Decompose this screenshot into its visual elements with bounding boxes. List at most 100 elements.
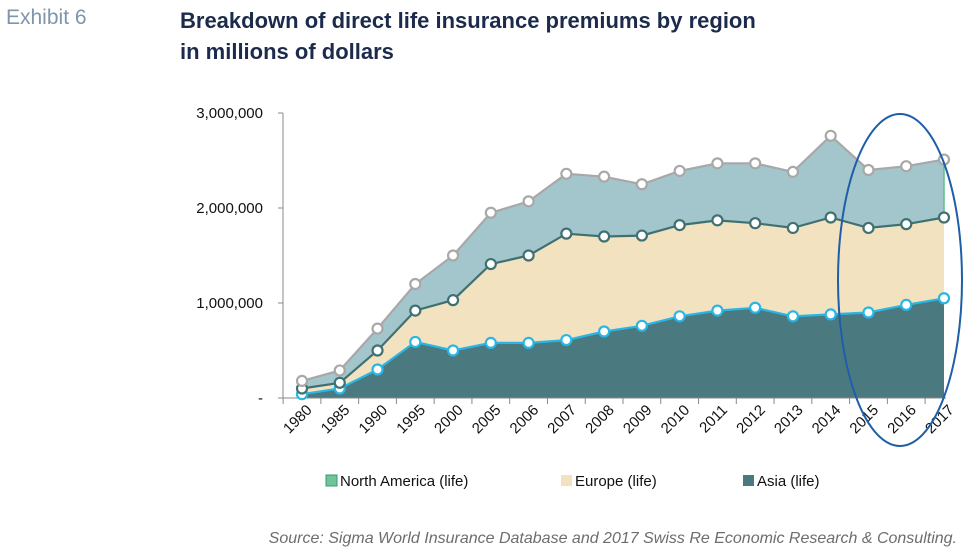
x-tick-label: 2007	[544, 402, 580, 438]
x-tick-label: 2009	[620, 402, 656, 438]
y-tick-label: 3,000,000	[196, 105, 263, 122]
data-point	[824, 308, 837, 321]
axes	[278, 112, 946, 404]
x-tick-label: 2012	[733, 402, 769, 438]
x-tick-label: 2000	[431, 402, 467, 438]
data-point	[711, 214, 724, 227]
data-point	[522, 336, 535, 349]
data-point	[786, 221, 800, 235]
data-point	[824, 129, 837, 142]
x-tick-label: 2015	[846, 402, 882, 438]
exhibit-label: Exhibit 6	[6, 6, 87, 29]
x-tick-label: 1980	[280, 402, 316, 438]
data-point	[786, 165, 800, 178]
data-point	[409, 277, 422, 291]
area-asia-life	[302, 298, 944, 398]
data-point	[900, 160, 913, 173]
data-point	[862, 163, 875, 177]
data-point	[560, 227, 573, 240]
area-europe-life	[302, 217, 944, 395]
data-point	[900, 218, 913, 231]
data-point	[598, 325, 611, 338]
data-point	[635, 229, 648, 242]
data-point	[635, 319, 648, 332]
data-point	[673, 310, 686, 323]
x-axis-labels: 1980 1985 1990 1995 2000 2005 2006 2007 2008 2009…	[280, 402, 958, 438]
data-point	[560, 167, 573, 180]
data-point	[749, 157, 762, 170]
y-tick-label: -	[258, 390, 263, 407]
legend: North America (life) Europe (life) Asia (l…	[325, 473, 820, 490]
data-point	[484, 336, 497, 349]
area-north-america-life	[302, 135, 944, 389]
data-point	[522, 249, 535, 262]
data-point	[711, 304, 724, 317]
data-point	[862, 221, 875, 235]
y-axis-labels: - 1,000,000 2,000,000 3,000,000	[196, 105, 263, 407]
x-tick-label: 2016	[884, 402, 920, 438]
legend-swatch	[325, 474, 338, 487]
data-point	[598, 230, 611, 243]
data-point	[371, 344, 384, 357]
data-point	[786, 310, 800, 323]
data-point	[824, 211, 837, 224]
line-north-america-life	[301, 134, 945, 382]
x-tick-label: 2011	[696, 402, 731, 437]
chart-title-line-2: in millions of dollars	[180, 39, 394, 64]
highlight-ellipse	[837, 113, 963, 447]
legend-item: Europe (life)	[561, 473, 657, 490]
line-asia-life	[301, 297, 945, 396]
data-point	[673, 164, 686, 178]
data-point	[635, 178, 648, 191]
data-point	[446, 249, 460, 262]
x-tick-label: 2005	[469, 402, 505, 438]
x-tick-label: 1990	[356, 402, 392, 438]
data-point	[484, 206, 497, 219]
chart-title: Breakdown of direct life insurance premi…	[180, 5, 940, 67]
legend-swatch	[743, 475, 754, 486]
x-tick-label: 2014	[809, 402, 845, 438]
x-tick-label: 2008	[582, 402, 618, 438]
data-point	[673, 219, 686, 232]
data-point	[333, 376, 346, 389]
data-point	[937, 292, 951, 305]
data-point	[862, 306, 875, 319]
data-point	[446, 294, 460, 307]
legend-label: Asia (life)	[757, 473, 820, 490]
data-point	[749, 217, 762, 230]
data-point	[371, 363, 384, 376]
legend-item: Asia (life)	[743, 473, 820, 490]
data-point	[711, 157, 724, 170]
chart-title-line-1: Breakdown of direct life insurance premi…	[180, 8, 756, 33]
data-point	[409, 335, 422, 349]
y-tick-label: 2,000,000	[196, 200, 263, 217]
series-lines	[301, 134, 945, 396]
data-point	[522, 195, 535, 208]
x-tick-label: 2013	[771, 402, 807, 438]
x-tick-label: 1995	[393, 402, 429, 438]
highlight-annotation	[837, 113, 963, 447]
legend-label: Europe (life)	[575, 473, 657, 490]
legend-label: North America (life)	[340, 473, 468, 490]
data-point	[409, 304, 422, 317]
data-point	[937, 211, 951, 224]
series-areas	[302, 135, 945, 398]
line-europe-life	[301, 216, 945, 390]
data-point	[484, 257, 497, 271]
data-point	[333, 364, 346, 377]
x-tick-label: 1985	[318, 402, 354, 438]
data-point	[749, 301, 762, 314]
legend-item: North America (life)	[325, 473, 468, 490]
legend-swatch	[561, 475, 572, 486]
x-tick-label: 2010	[658, 402, 694, 438]
data-point	[295, 374, 309, 387]
data-point	[446, 344, 460, 357]
data-point	[900, 298, 913, 311]
x-tick-label: 2006	[507, 402, 543, 438]
y-tick-label: 1,000,000	[196, 295, 263, 312]
data-point	[598, 170, 611, 183]
data-point	[560, 333, 573, 347]
data-point	[371, 322, 384, 335]
source-note: Source: Sigma World Insurance Database a…	[268, 530, 957, 547]
